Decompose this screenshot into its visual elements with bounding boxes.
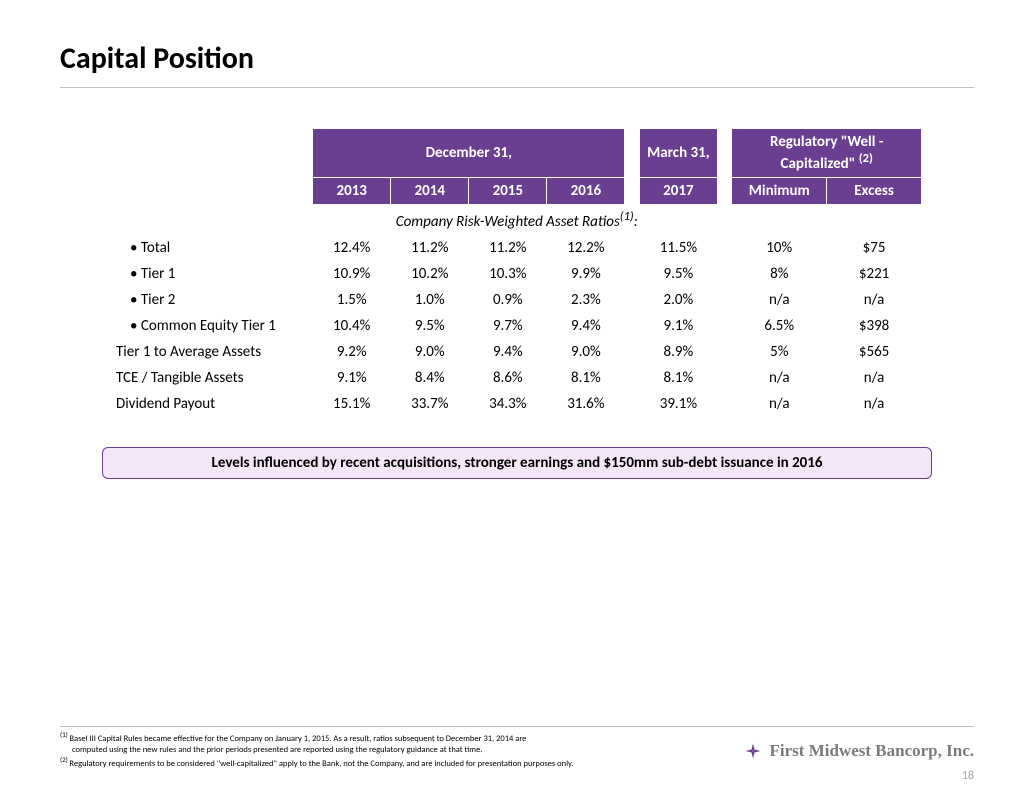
cell: 1.0% bbox=[391, 287, 469, 313]
cell: 10.2% bbox=[391, 261, 469, 287]
brand-name: First Midwest Bancorp, Inc. bbox=[770, 741, 974, 761]
brand-logo-icon bbox=[744, 742, 762, 760]
cell: 8.9% bbox=[639, 339, 717, 365]
hdr-mar31: March 31, bbox=[639, 129, 717, 178]
cell: 9.1% bbox=[639, 313, 717, 339]
cell: 12.2% bbox=[547, 235, 625, 261]
row-label: • Tier 1 bbox=[112, 261, 313, 287]
table-row: Tier 1 to Average Assets9.2%9.0%9.4%9.0%… bbox=[112, 339, 922, 365]
title-rule bbox=[60, 87, 974, 88]
hdr-2013: 2013 bbox=[313, 178, 391, 205]
table-row: TCE / Tangible Assets9.1%8.4%8.6%8.1%8.1… bbox=[112, 365, 922, 391]
cell: 9.0% bbox=[391, 339, 469, 365]
hdr-2014: 2014 bbox=[391, 178, 469, 205]
cell: 31.6% bbox=[547, 391, 625, 417]
cell-min: 8% bbox=[732, 261, 827, 287]
cell-min: n/a bbox=[732, 365, 827, 391]
cell: 9.7% bbox=[469, 313, 547, 339]
table-row: • Tier 110.9%10.2%10.3%9.9% 9.5% 8%$221 bbox=[112, 261, 922, 287]
cell: 8.1% bbox=[547, 365, 625, 391]
row-label: • Common Equity Tier 1 bbox=[112, 313, 313, 339]
cell-excess: n/a bbox=[827, 365, 922, 391]
cell: 9.5% bbox=[391, 313, 469, 339]
cell: 1.5% bbox=[313, 287, 391, 313]
table-row: • Total12.4%11.2%11.2%12.2%11.5%10%$75 bbox=[112, 235, 922, 261]
cell: 12.4% bbox=[313, 235, 391, 261]
footer-rule bbox=[60, 726, 974, 727]
cell-min: 10% bbox=[732, 235, 827, 261]
cell-excess: n/a bbox=[827, 287, 922, 313]
cell: 33.7% bbox=[391, 391, 469, 417]
hdr-reg: Regulatory "Well - Capitalized" (2) bbox=[732, 129, 922, 178]
hdr-2015: 2015 bbox=[469, 178, 547, 205]
hdr-exc: Excess bbox=[827, 178, 922, 205]
capital-table-wrap: December 31, March 31, Regulatory "Well … bbox=[112, 128, 922, 417]
cell: 9.5% bbox=[639, 261, 717, 287]
callout-box: Levels influenced by recent acquisitions… bbox=[102, 447, 932, 479]
hdr-2017: 2017 bbox=[639, 178, 717, 205]
hdr-dec31: December 31, bbox=[313, 129, 625, 178]
cell: 10.4% bbox=[313, 313, 391, 339]
cell-min: 5% bbox=[732, 339, 827, 365]
row-label: Dividend Payout bbox=[112, 391, 313, 417]
cell: 9.1% bbox=[313, 365, 391, 391]
section-row: Company Risk-Weighted Asset Ratios(1): bbox=[112, 205, 922, 236]
cell: 11.2% bbox=[469, 235, 547, 261]
row-label: TCE / Tangible Assets bbox=[112, 365, 313, 391]
row-label: • Tier 2 bbox=[112, 287, 313, 313]
cell-excess: $398 bbox=[827, 313, 922, 339]
row-label: Tier 1 to Average Assets bbox=[112, 339, 313, 365]
cell: 8.4% bbox=[391, 365, 469, 391]
cell: 9.4% bbox=[469, 339, 547, 365]
header-row-1: December 31, March 31, Regulatory "Well … bbox=[112, 129, 922, 178]
cell: 15.1% bbox=[313, 391, 391, 417]
brand: First Midwest Bancorp, Inc. bbox=[744, 741, 974, 761]
cell: 9.9% bbox=[547, 261, 625, 287]
cell-excess: n/a bbox=[827, 391, 922, 417]
cell: 39.1% bbox=[639, 391, 717, 417]
page-title: Capital Position bbox=[60, 40, 974, 77]
cell: 8.6% bbox=[469, 365, 547, 391]
cell: 0.9% bbox=[469, 287, 547, 313]
cell: 2.0% bbox=[639, 287, 717, 313]
row-label: • Total bbox=[112, 235, 313, 261]
cell: 10.3% bbox=[469, 261, 547, 287]
cell-min: n/a bbox=[732, 391, 827, 417]
hdr-2016: 2016 bbox=[547, 178, 625, 205]
cell: 9.2% bbox=[313, 339, 391, 365]
cell: 8.1% bbox=[639, 365, 717, 391]
cell-excess: $75 bbox=[827, 235, 922, 261]
page-number: 18 bbox=[962, 769, 974, 783]
cell: 10.9% bbox=[313, 261, 391, 287]
footer: (1) Basel III Capital Rules became effec… bbox=[60, 726, 974, 769]
table-row: • Common Equity Tier 110.4%9.5%9.7%9.4% 9… bbox=[112, 313, 922, 339]
cell: 11.5% bbox=[639, 235, 717, 261]
cell: 9.0% bbox=[547, 339, 625, 365]
cell: 9.4% bbox=[547, 313, 625, 339]
table-row: • Tier 21.5%1.0%0.9%2.3% 2.0% n/an/a bbox=[112, 287, 922, 313]
hdr-min: Minimum bbox=[732, 178, 827, 205]
cell-excess: $221 bbox=[827, 261, 922, 287]
cell: 2.3% bbox=[547, 287, 625, 313]
header-row-2: 2013 2014 2015 2016 2017 Minimum Excess bbox=[112, 178, 922, 205]
capital-table: December 31, March 31, Regulatory "Well … bbox=[112, 128, 922, 417]
cell-min: n/a bbox=[732, 287, 827, 313]
table-row: Dividend Payout15.1%33.7%34.3%31.6% 39.1%… bbox=[112, 391, 922, 417]
cell-excess: $565 bbox=[827, 339, 922, 365]
cell: 34.3% bbox=[469, 391, 547, 417]
cell-min: 6.5% bbox=[732, 313, 827, 339]
cell: 11.2% bbox=[391, 235, 469, 261]
